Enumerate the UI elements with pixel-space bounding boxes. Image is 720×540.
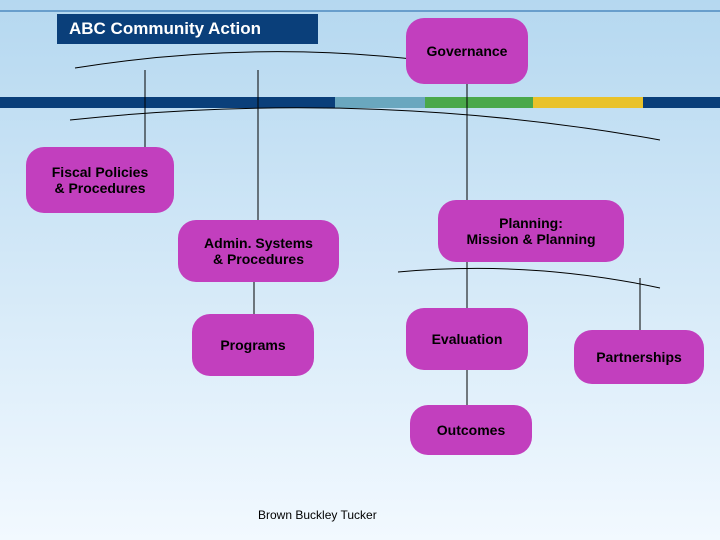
node-label: Partnerships xyxy=(596,349,682,365)
background-rect xyxy=(0,0,720,540)
title-bar: ABC Community Action xyxy=(57,14,318,44)
background-svg xyxy=(0,0,720,540)
color-stripe xyxy=(0,97,720,108)
node-label: Programs xyxy=(220,337,285,353)
node-label: Fiscal Policies& Procedures xyxy=(52,164,149,196)
node-label: Evaluation xyxy=(432,331,503,347)
node-label: Admin. Systems& Procedures xyxy=(204,235,313,267)
node-evaluation: Evaluation xyxy=(406,308,528,370)
node-partnerships: Partnerships xyxy=(574,330,704,384)
node-outcomes: Outcomes xyxy=(410,405,532,455)
footer-text: Brown Buckley Tucker xyxy=(258,508,377,522)
node-admin: Admin. Systems& Procedures xyxy=(178,220,339,282)
node-label: Planning:Mission & Planning xyxy=(466,215,595,247)
node-label: Outcomes xyxy=(437,422,505,438)
node-governance: Governance xyxy=(406,18,528,84)
title-text: ABC Community Action xyxy=(69,19,261,39)
node-label: Governance xyxy=(427,43,508,59)
footer-credit: Brown Buckley Tucker xyxy=(258,508,377,522)
node-planning: Planning:Mission & Planning xyxy=(438,200,624,262)
diagram-stage: ABC Community Action Governance Fiscal P… xyxy=(0,0,720,540)
node-programs: Programs xyxy=(192,314,314,376)
node-fiscal: Fiscal Policies& Procedures xyxy=(26,147,174,213)
